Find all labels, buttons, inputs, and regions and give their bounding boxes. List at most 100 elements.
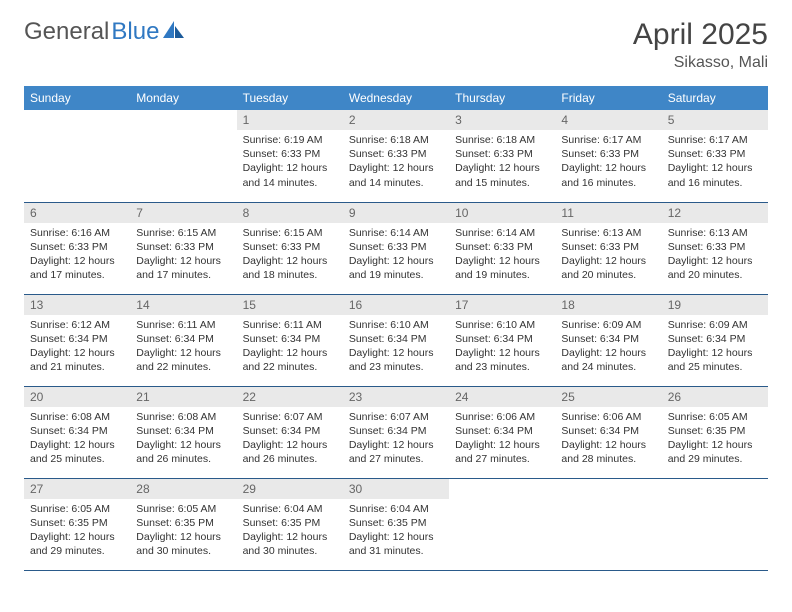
daylight-line: Daylight: 12 hours and 23 minutes.: [455, 346, 549, 374]
day-body: Sunrise: 6:08 AMSunset: 6:34 PMDaylight:…: [24, 407, 130, 473]
sunrise-line: Sunrise: 6:14 AM: [349, 226, 443, 240]
sunset-line: Sunset: 6:34 PM: [243, 424, 337, 438]
day-number: 30: [343, 479, 449, 499]
day-body: Sunrise: 6:17 AMSunset: 6:33 PMDaylight:…: [662, 130, 768, 196]
sunset-line: Sunset: 6:33 PM: [455, 147, 549, 161]
daylight-line: Daylight: 12 hours and 30 minutes.: [243, 530, 337, 558]
calendar-cell: 20Sunrise: 6:08 AMSunset: 6:34 PMDayligh…: [24, 386, 130, 478]
calendar-cell: 27Sunrise: 6:05 AMSunset: 6:35 PMDayligh…: [24, 478, 130, 570]
daylight-line: Daylight: 12 hours and 31 minutes.: [349, 530, 443, 558]
day-number: 27: [24, 479, 130, 499]
daylight-line: Daylight: 12 hours and 14 minutes.: [349, 161, 443, 189]
daylight-line: Daylight: 12 hours and 15 minutes.: [455, 161, 549, 189]
calendar-cell: 13Sunrise: 6:12 AMSunset: 6:34 PMDayligh…: [24, 294, 130, 386]
sunset-line: Sunset: 6:34 PM: [136, 424, 230, 438]
sunset-line: Sunset: 6:34 PM: [455, 424, 549, 438]
sunset-line: Sunset: 6:34 PM: [561, 332, 655, 346]
day-body: Sunrise: 6:07 AMSunset: 6:34 PMDaylight:…: [343, 407, 449, 473]
daylight-line: Daylight: 12 hours and 26 minutes.: [136, 438, 230, 466]
day-number: 15: [237, 295, 343, 315]
sunset-line: Sunset: 6:34 PM: [668, 332, 762, 346]
calendar-cell: 30Sunrise: 6:04 AMSunset: 6:35 PMDayligh…: [343, 478, 449, 570]
day-body: Sunrise: 6:10 AMSunset: 6:34 PMDaylight:…: [449, 315, 555, 381]
sunrise-line: Sunrise: 6:12 AM: [30, 318, 124, 332]
daylight-line: Daylight: 12 hours and 25 minutes.: [30, 438, 124, 466]
calendar-cell: 12Sunrise: 6:13 AMSunset: 6:33 PMDayligh…: [662, 202, 768, 294]
daylight-line: Daylight: 12 hours and 23 minutes.: [349, 346, 443, 374]
sunrise-line: Sunrise: 6:19 AM: [243, 133, 337, 147]
sunset-line: Sunset: 6:35 PM: [349, 516, 443, 530]
sunrise-line: Sunrise: 6:07 AM: [243, 410, 337, 424]
sunrise-line: Sunrise: 6:16 AM: [30, 226, 124, 240]
sunset-line: Sunset: 6:34 PM: [30, 424, 124, 438]
day-number: 7: [130, 203, 236, 223]
sunrise-line: Sunrise: 6:17 AM: [561, 133, 655, 147]
sunset-line: Sunset: 6:33 PM: [668, 240, 762, 254]
day-number: 9: [343, 203, 449, 223]
day-number: 1: [237, 110, 343, 130]
weekday-header: Friday: [555, 86, 661, 110]
sunrise-line: Sunrise: 6:05 AM: [136, 502, 230, 516]
day-body: Sunrise: 6:07 AMSunset: 6:34 PMDaylight:…: [237, 407, 343, 473]
sunset-line: Sunset: 6:33 PM: [349, 240, 443, 254]
calendar-cell: 23Sunrise: 6:07 AMSunset: 6:34 PMDayligh…: [343, 386, 449, 478]
day-body: Sunrise: 6:05 AMSunset: 6:35 PMDaylight:…: [662, 407, 768, 473]
day-body: Sunrise: 6:18 AMSunset: 6:33 PMDaylight:…: [449, 130, 555, 196]
sunrise-line: Sunrise: 6:09 AM: [561, 318, 655, 332]
day-body: Sunrise: 6:05 AMSunset: 6:35 PMDaylight:…: [130, 499, 236, 565]
day-number: 20: [24, 387, 130, 407]
day-number: 10: [449, 203, 555, 223]
day-body: Sunrise: 6:13 AMSunset: 6:33 PMDaylight:…: [662, 223, 768, 289]
day-body: Sunrise: 6:13 AMSunset: 6:33 PMDaylight:…: [555, 223, 661, 289]
calendar-cell: 15Sunrise: 6:11 AMSunset: 6:34 PMDayligh…: [237, 294, 343, 386]
daylight-line: Daylight: 12 hours and 26 minutes.: [243, 438, 337, 466]
day-body: Sunrise: 6:04 AMSunset: 6:35 PMDaylight:…: [343, 499, 449, 565]
calendar-cell: 22Sunrise: 6:07 AMSunset: 6:34 PMDayligh…: [237, 386, 343, 478]
sunrise-line: Sunrise: 6:11 AM: [243, 318, 337, 332]
weekday-header: Sunday: [24, 86, 130, 110]
sunset-line: Sunset: 6:33 PM: [30, 240, 124, 254]
weekday-header: Monday: [130, 86, 236, 110]
calendar-cell: 17Sunrise: 6:10 AMSunset: 6:34 PMDayligh…: [449, 294, 555, 386]
calendar-cell: 10Sunrise: 6:14 AMSunset: 6:33 PMDayligh…: [449, 202, 555, 294]
day-number: 6: [24, 203, 130, 223]
brand-logo: GeneralBlue: [24, 18, 185, 46]
sunrise-line: Sunrise: 6:13 AM: [668, 226, 762, 240]
calendar-cell: 4Sunrise: 6:17 AMSunset: 6:33 PMDaylight…: [555, 110, 661, 202]
day-number: 25: [555, 387, 661, 407]
day-number: 2: [343, 110, 449, 130]
day-body: Sunrise: 6:10 AMSunset: 6:34 PMDaylight:…: [343, 315, 449, 381]
sunrise-line: Sunrise: 6:18 AM: [455, 133, 549, 147]
daylight-line: Daylight: 12 hours and 18 minutes.: [243, 254, 337, 282]
sunset-line: Sunset: 6:33 PM: [668, 147, 762, 161]
daylight-line: Daylight: 12 hours and 25 minutes.: [668, 346, 762, 374]
day-body: Sunrise: 6:09 AMSunset: 6:34 PMDaylight:…: [662, 315, 768, 381]
day-body: Sunrise: 6:12 AMSunset: 6:34 PMDaylight:…: [24, 315, 130, 381]
sunrise-line: Sunrise: 6:08 AM: [30, 410, 124, 424]
calendar-cell: [24, 110, 130, 202]
sunrise-line: Sunrise: 6:10 AM: [349, 318, 443, 332]
calendar-cell: 3Sunrise: 6:18 AMSunset: 6:33 PMDaylight…: [449, 110, 555, 202]
calendar-cell: 19Sunrise: 6:09 AMSunset: 6:34 PMDayligh…: [662, 294, 768, 386]
day-body: Sunrise: 6:05 AMSunset: 6:35 PMDaylight:…: [24, 499, 130, 565]
day-body: Sunrise: 6:11 AMSunset: 6:34 PMDaylight:…: [237, 315, 343, 381]
calendar-cell: 2Sunrise: 6:18 AMSunset: 6:33 PMDaylight…: [343, 110, 449, 202]
sunrise-line: Sunrise: 6:10 AM: [455, 318, 549, 332]
day-number: 5: [662, 110, 768, 130]
day-number: 12: [662, 203, 768, 223]
sunset-line: Sunset: 6:34 PM: [349, 424, 443, 438]
sunrise-line: Sunrise: 6:08 AM: [136, 410, 230, 424]
sunset-line: Sunset: 6:33 PM: [349, 147, 443, 161]
day-body: Sunrise: 6:18 AMSunset: 6:33 PMDaylight:…: [343, 130, 449, 196]
calendar-cell: 11Sunrise: 6:13 AMSunset: 6:33 PMDayligh…: [555, 202, 661, 294]
sunrise-line: Sunrise: 6:14 AM: [455, 226, 549, 240]
day-number: 22: [237, 387, 343, 407]
sunrise-line: Sunrise: 6:15 AM: [243, 226, 337, 240]
sunset-line: Sunset: 6:34 PM: [349, 332, 443, 346]
sunset-line: Sunset: 6:33 PM: [455, 240, 549, 254]
daylight-line: Daylight: 12 hours and 29 minutes.: [668, 438, 762, 466]
calendar-cell: 5Sunrise: 6:17 AMSunset: 6:33 PMDaylight…: [662, 110, 768, 202]
day-number: 8: [237, 203, 343, 223]
daylight-line: Daylight: 12 hours and 19 minutes.: [349, 254, 443, 282]
calendar-cell: 21Sunrise: 6:08 AMSunset: 6:34 PMDayligh…: [130, 386, 236, 478]
